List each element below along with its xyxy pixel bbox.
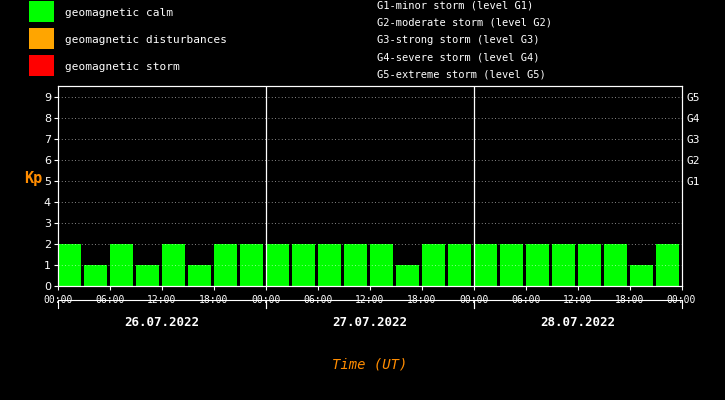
Bar	[552, 244, 575, 286]
Text: Time (UT): Time (UT)	[332, 357, 407, 371]
Bar	[110, 244, 133, 286]
Bar	[370, 244, 393, 286]
Bar	[266, 244, 289, 286]
Bar	[629, 265, 653, 286]
Text: 28.07.2022: 28.07.2022	[540, 316, 615, 328]
Bar	[655, 244, 679, 286]
Bar	[603, 244, 627, 286]
Bar	[162, 244, 186, 286]
Text: G2-moderate storm (level G2): G2-moderate storm (level G2)	[377, 18, 552, 28]
Bar	[29, 28, 54, 49]
Bar	[318, 244, 341, 286]
Bar	[136, 265, 160, 286]
Bar	[344, 244, 367, 286]
Text: G3-strong storm (level G3): G3-strong storm (level G3)	[377, 35, 539, 45]
Text: geomagnetic storm: geomagnetic storm	[65, 62, 179, 72]
Bar	[58, 244, 81, 286]
Text: G1-minor storm (level G1): G1-minor storm (level G1)	[377, 1, 534, 11]
Text: geomagnetic disturbances: geomagnetic disturbances	[65, 35, 226, 45]
Text: G5-extreme storm (level G5): G5-extreme storm (level G5)	[377, 70, 546, 80]
Bar	[396, 265, 419, 286]
Bar	[500, 244, 523, 286]
Text: G4-severe storm (level G4): G4-severe storm (level G4)	[377, 52, 539, 62]
Bar	[84, 265, 107, 286]
Text: 27.07.2022: 27.07.2022	[332, 316, 407, 328]
Bar	[240, 244, 263, 286]
Bar	[291, 244, 315, 286]
Bar	[578, 244, 601, 286]
Bar	[29, 1, 54, 22]
Bar	[29, 55, 54, 76]
Bar	[473, 244, 497, 286]
Text: 26.07.2022: 26.07.2022	[125, 316, 199, 328]
Text: geomagnetic calm: geomagnetic calm	[65, 8, 173, 18]
Y-axis label: Kp: Kp	[24, 171, 42, 186]
Bar	[188, 265, 211, 286]
Bar	[422, 244, 445, 286]
Bar	[526, 244, 549, 286]
Bar	[214, 244, 237, 286]
Bar	[447, 244, 471, 286]
